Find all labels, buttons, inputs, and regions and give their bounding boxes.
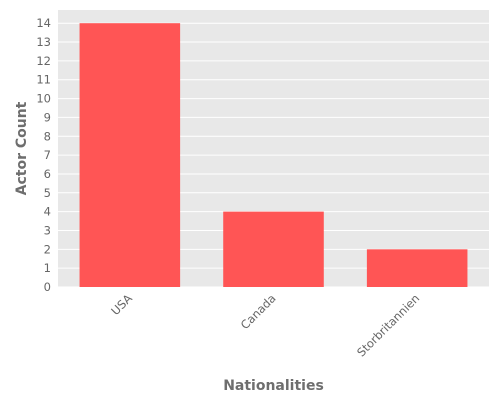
bar-usa	[79, 23, 181, 287]
y-tick-label: 4	[44, 205, 51, 219]
y-tick-label: 13	[36, 35, 51, 49]
y-tick-label: 5	[44, 186, 51, 200]
x-axis-ticks: USA Canada Storbritannien	[108, 291, 422, 359]
y-tick-label: 12	[36, 54, 51, 68]
bar-storbritannien	[366, 249, 468, 287]
y-tick-label: 8	[44, 129, 51, 143]
y-tick-label: 14	[36, 16, 51, 30]
y-tick-label: 0	[44, 280, 51, 294]
y-tick-label: 6	[44, 167, 51, 181]
y-tick-label: 11	[36, 73, 51, 87]
y-tick-label: 3	[44, 223, 51, 237]
y-tick-label: 9	[44, 110, 51, 124]
x-tick-label: Canada	[238, 291, 279, 332]
x-tick-label: Storbritannien	[354, 291, 422, 359]
bar-canada	[223, 211, 324, 287]
y-tick-label: 1	[44, 261, 51, 275]
x-axis-title: Nationalities	[223, 378, 324, 394]
y-tick-label: 2	[44, 242, 51, 256]
y-tick-label: 7	[44, 148, 51, 162]
bars	[79, 23, 468, 287]
y-tick-label: 10	[36, 92, 51, 106]
x-tick-label: USA	[108, 291, 135, 318]
y-axis-title: Actor Count	[14, 101, 30, 195]
